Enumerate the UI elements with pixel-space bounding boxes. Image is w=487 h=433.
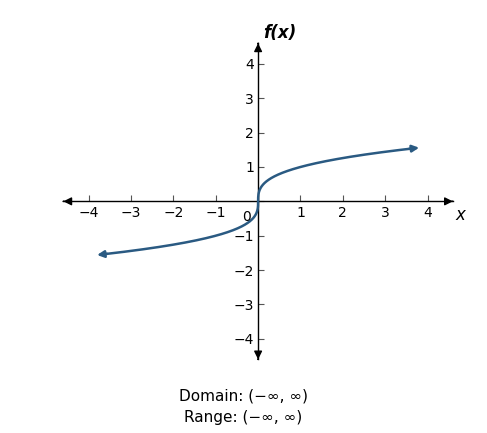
Text: 0: 0	[242, 210, 250, 224]
Text: Range: (−∞, ∞): Range: (−∞, ∞)	[185, 410, 302, 425]
Text: f(x): f(x)	[263, 23, 297, 42]
Text: Domain: (−∞, ∞): Domain: (−∞, ∞)	[179, 388, 308, 404]
Text: x: x	[455, 207, 465, 224]
